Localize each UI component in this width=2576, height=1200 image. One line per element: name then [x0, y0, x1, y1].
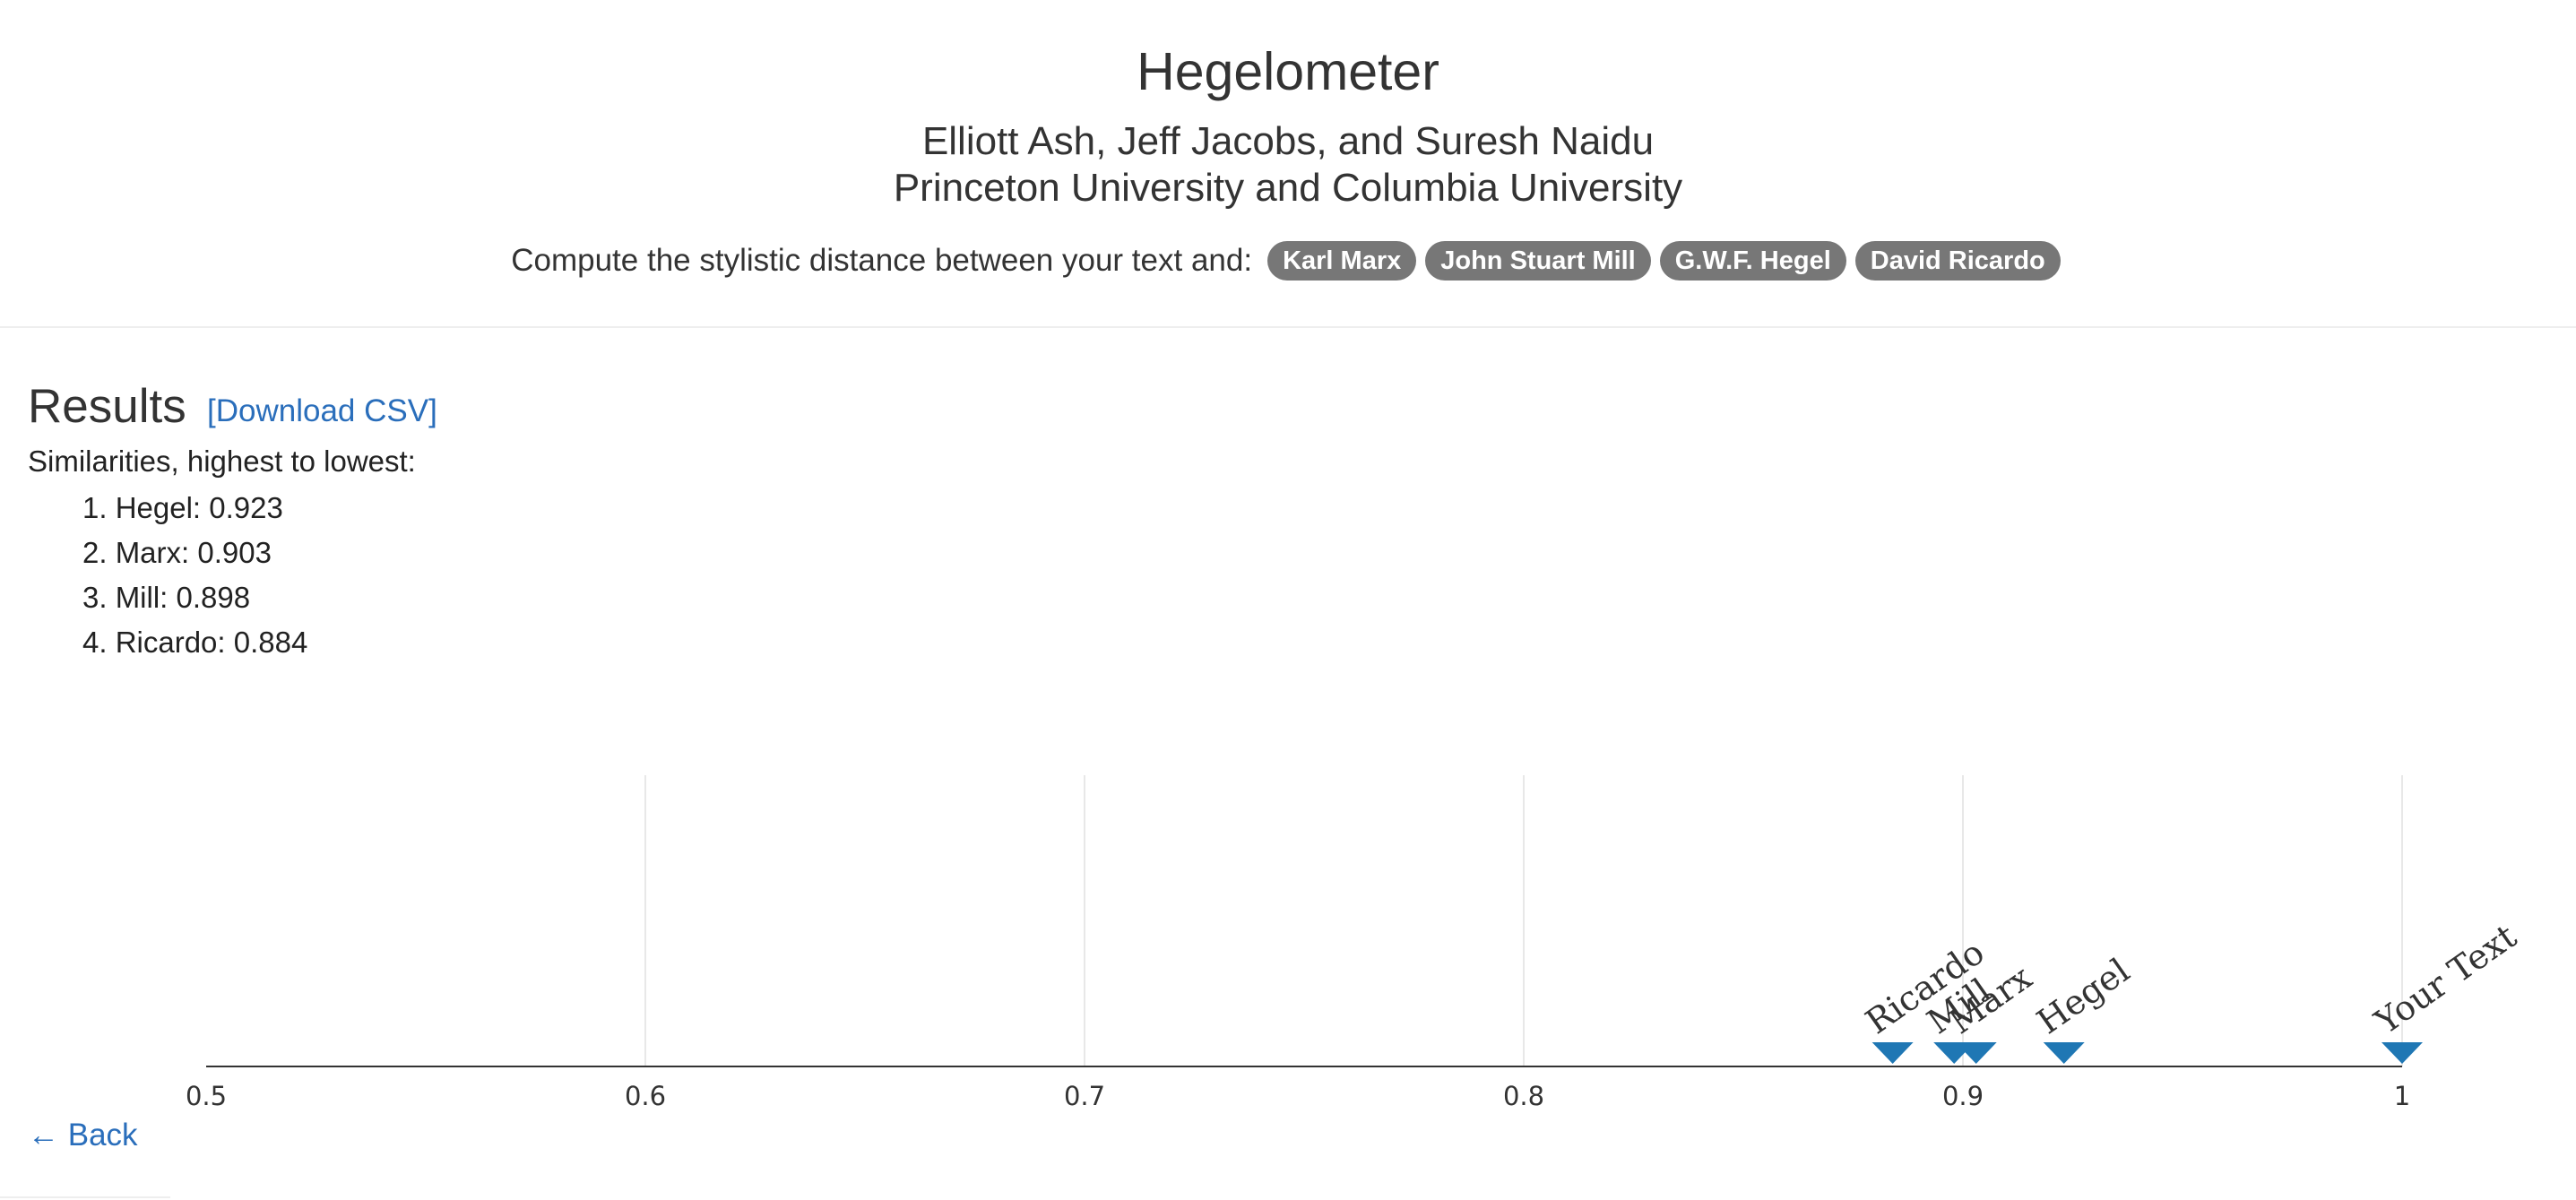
x-tick-label: 0.5 [186, 1081, 227, 1111]
page-header: Hegelometer Elliott Ash, Jeff Jacobs, an… [0, 0, 2576, 328]
badge-karl-marx[interactable]: Karl Marx [1267, 241, 1417, 281]
page-title: Hegelometer [1137, 42, 1439, 101]
data-point-marker [1871, 1042, 1914, 1064]
authors-line: Elliott Ash, Jeff Jacobs, and Suresh Nai… [921, 119, 1655, 163]
results-heading: Results [28, 380, 186, 433]
affiliation-line: Princeton University and Columbia Univer… [893, 166, 1683, 210]
list-item: 4. Ricardo: 0.884 [82, 626, 308, 659]
badge-david-ricardo[interactable]: David Ricardo [1854, 241, 2061, 281]
x-tick-label: 1 [2394, 1081, 2410, 1111]
badge-gwf-hegel[interactable]: G.W.F. Hegel [1659, 241, 1846, 281]
bottom-divider [0, 1196, 170, 1198]
x-tick-label: 0.8 [1503, 1081, 1544, 1111]
badge-john-stuart-mill[interactable]: John Stuart Mill [1425, 241, 1651, 281]
back-link[interactable]: ← Back [28, 1118, 138, 1153]
author-selector-row: Compute the stylistic distance between y… [0, 238, 2576, 283]
data-point-marker [1955, 1042, 1997, 1064]
list-item: 3. Mill: 0.898 [82, 581, 251, 614]
download-csv-link[interactable]: [Download CSV] [207, 393, 437, 428]
similarity-list: 1. Hegel: 0.923 2. Marx: 0.903 3. Mill: … [82, 486, 307, 665]
data-point-marker [2382, 1042, 2423, 1064]
x-tick-label: 0.9 [1942, 1081, 1984, 1111]
data-point-label: Hegel [2030, 951, 2137, 1042]
x-tick-label: 0.6 [625, 1081, 666, 1111]
x-tick-label: 0.7 [1064, 1081, 1105, 1111]
data-point-marker [2043, 1042, 2085, 1064]
compute-label: Compute the stylistic distance between y… [511, 243, 1253, 278]
data-point-label: Your Text [2367, 917, 2523, 1042]
list-item: 1. Hegel: 0.923 [82, 491, 283, 524]
similarities-label: Similarities, highest to lowest: [28, 445, 416, 478]
list-item: 2. Marx: 0.903 [82, 536, 272, 569]
